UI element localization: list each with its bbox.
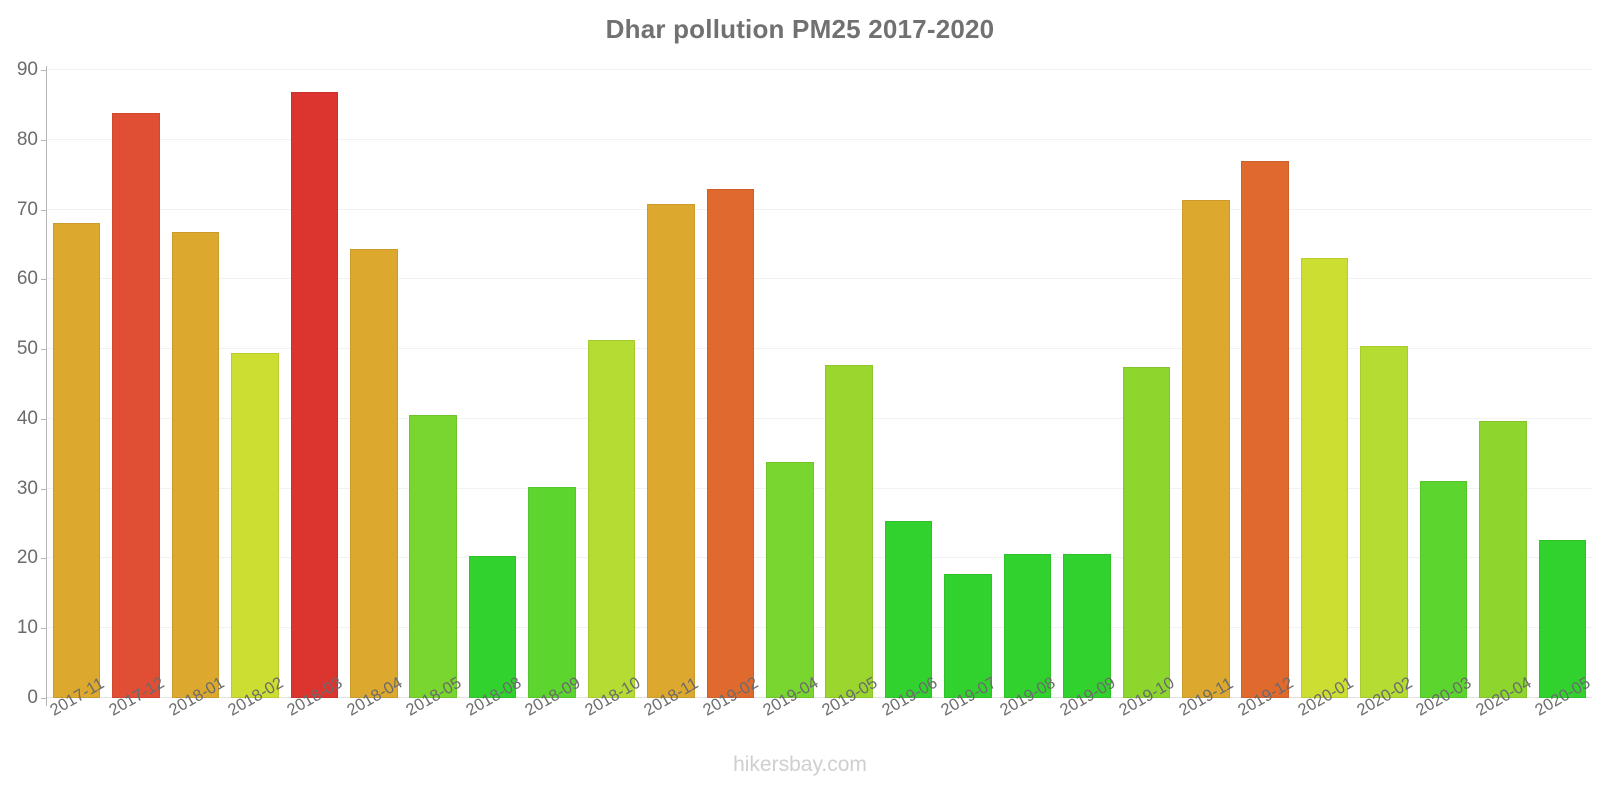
bar-2019-10[interactable] [1122,366,1171,698]
gridline-80 [47,138,1592,140]
bar-2018-03[interactable] [290,92,339,698]
bar-2017-11[interactable] [52,222,101,698]
footer-watermark: hikersbay.com [733,753,867,776]
y-tick-mark-70 [41,209,47,211]
bar-2018-08[interactable] [468,556,517,698]
y-tick-label-70: 70 [16,198,38,220]
bar-2018-09[interactable] [528,487,576,698]
bar-2018-05[interactable] [409,414,457,698]
y-tick-label-60: 60 [16,268,38,290]
bar-2018-10[interactable] [587,340,636,698]
plot-area [47,69,1592,698]
y-tick-mark-10 [41,628,47,630]
gridline-40 [47,417,1592,419]
bar-2019-08[interactable] [1003,553,1052,698]
y-tick-mark-30 [41,488,47,490]
chart-title: Dhar pollution PM25 2017-2020 [605,14,995,44]
y-axis-line [46,66,47,706]
bar-2019-05[interactable] [825,365,873,698]
bar-2018-04[interactable] [350,248,398,698]
gridline-90 [47,69,1592,70]
bar-2019-07[interactable] [944,573,992,698]
bar-2019-04[interactable] [766,462,814,698]
bar-2019-09[interactable] [1063,553,1111,698]
gridline-20 [47,557,1592,559]
y-tick-mark-0 [41,698,47,699]
bar-2020-05[interactable] [1538,539,1587,698]
y-tick-mark-60 [41,279,47,281]
bar-2019-11[interactable] [1181,199,1230,698]
gridline-0 [47,697,1592,698]
y-tick-mark-50 [41,349,47,351]
bar-2019-12[interactable] [1241,160,1289,698]
gridline-60 [47,278,1592,280]
y-tick-mark-20 [41,558,47,560]
y-tick-label-80: 80 [16,128,38,150]
y-tick-label-90: 90 [16,59,38,80]
bar-2020-03[interactable] [1419,481,1468,698]
gridline-30 [47,487,1592,489]
gridline-10 [47,627,1592,629]
gridline-70 [47,208,1592,210]
bar-2018-11[interactable] [647,203,695,698]
y-tick-label-20: 20 [16,547,38,569]
y-tick-label-30: 30 [16,477,38,499]
bar-2020-04[interactable] [1479,420,1527,698]
y-tick-label-50: 50 [16,338,38,360]
bar-2018-01[interactable] [171,231,220,698]
y-tick-mark-80 [41,139,47,141]
gridline-50 [47,348,1592,350]
bar-2019-02[interactable] [706,188,755,698]
y-tick-mark-40 [41,418,47,420]
y-tick-label-40: 40 [16,407,38,429]
y-tick-mark-90 [41,70,47,71]
bars-layer [47,70,1592,698]
bar-2020-02[interactable] [1360,346,1408,698]
bar-2019-06[interactable] [884,520,933,698]
y-tick-label-10: 10 [16,617,38,639]
bar-2017-12[interactable] [112,112,160,698]
y-tick-label-0: 0 [27,687,38,708]
bar-2020-01[interactable] [1300,257,1349,698]
bar-2018-02[interactable] [231,353,279,698]
